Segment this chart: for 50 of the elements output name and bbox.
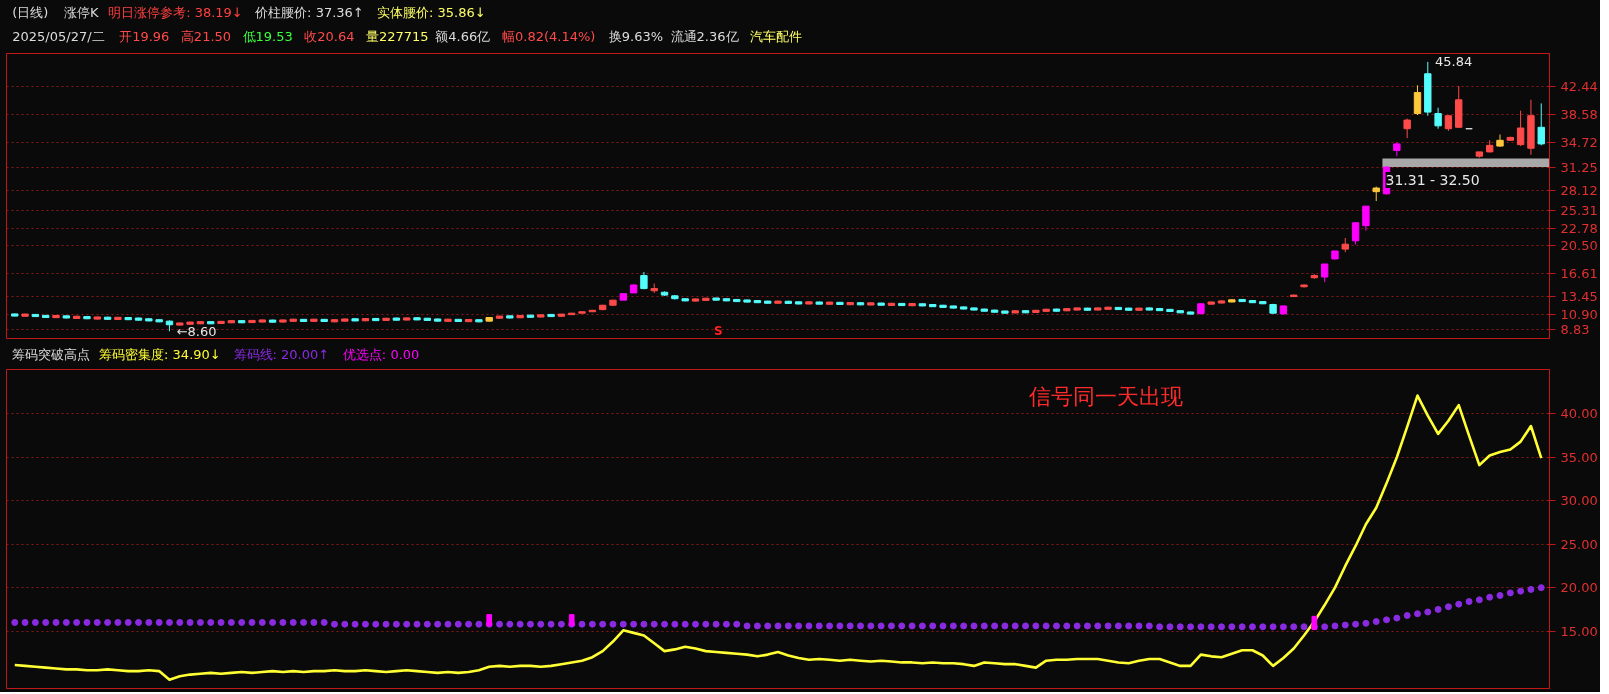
- text: 涨停K: [63, 5, 99, 20]
- y-tick-label: 13.45: [1560, 288, 1598, 304]
- text: 幅0.82(4.14%): [502, 29, 596, 44]
- y-tick-label: 40.00: [1560, 406, 1598, 422]
- y-tick-label: 20.00: [1560, 580, 1598, 596]
- y-tick-label: 42.44: [1560, 78, 1598, 94]
- y-tick-label: 31.25: [1560, 159, 1598, 175]
- y-tick-label: 10.90: [1560, 307, 1598, 323]
- annotation: 信号同一天出现: [1029, 383, 1184, 409]
- y-tick-label: 30.00: [1560, 493, 1598, 509]
- text: 换9.63%: [608, 29, 664, 44]
- text: 流通2.36亿: [670, 29, 739, 44]
- y-tick-label: 25.00: [1560, 536, 1598, 552]
- text: 汽车配件: [749, 29, 802, 44]
- y-tick-label: 22.78: [1560, 221, 1598, 237]
- text: 筹码密集度: 34.90↓: [99, 347, 221, 362]
- text: 量227715: [366, 29, 429, 44]
- annotation: S: [714, 323, 723, 338]
- y-tick-label: 25.31: [1560, 202, 1598, 218]
- text: 低19.53: [242, 29, 293, 44]
- y-tick-label: 20.50: [1560, 237, 1598, 253]
- annotation: ←8.60: [176, 323, 217, 339]
- y-tick-label: 8.83: [1560, 322, 1590, 338]
- candlestick: [1351, 222, 1360, 245]
- candlestick: [1516, 110, 1525, 147]
- y-tick-label: 15.00: [1560, 623, 1598, 639]
- y-tick-label: 16.61: [1560, 265, 1598, 281]
- text: 实体腰价: 35.86↓: [377, 5, 486, 20]
- text: 优选点: 0.00: [342, 347, 420, 362]
- candlestick: [1434, 107, 1442, 130]
- y-tick-label: 38.58: [1560, 106, 1598, 122]
- y-tick-label: 34.72: [1560, 134, 1598, 150]
- text: 明日涨停参考: 38.19↓: [108, 5, 243, 20]
- text: 筹码线: 20.00↑: [233, 347, 330, 362]
- text: 收20.64: [304, 29, 355, 44]
- text: 高21.50: [180, 29, 232, 44]
- text: 价柱腰价: 37.36↑: [254, 5, 364, 20]
- candlestick: [1320, 263, 1329, 283]
- chart-title: 筹码突破高点: [12, 347, 91, 362]
- chart-title: (日线): [12, 5, 49, 20]
- candlestick: [1537, 102, 1545, 146]
- text: 额4.66亿: [435, 29, 491, 44]
- text: 2025/05/27/二: [12, 29, 105, 44]
- candlestick: [1362, 205, 1370, 232]
- candlestick: [1413, 84, 1422, 116]
- band-label: 31.31 - 32.50: [1385, 171, 1480, 188]
- text: 开19.96: [119, 29, 170, 44]
- y-tick-label: 28.12: [1560, 182, 1598, 198]
- y-tick-label: 35.00: [1560, 449, 1598, 465]
- annotation: 45.84: [1435, 54, 1473, 70]
